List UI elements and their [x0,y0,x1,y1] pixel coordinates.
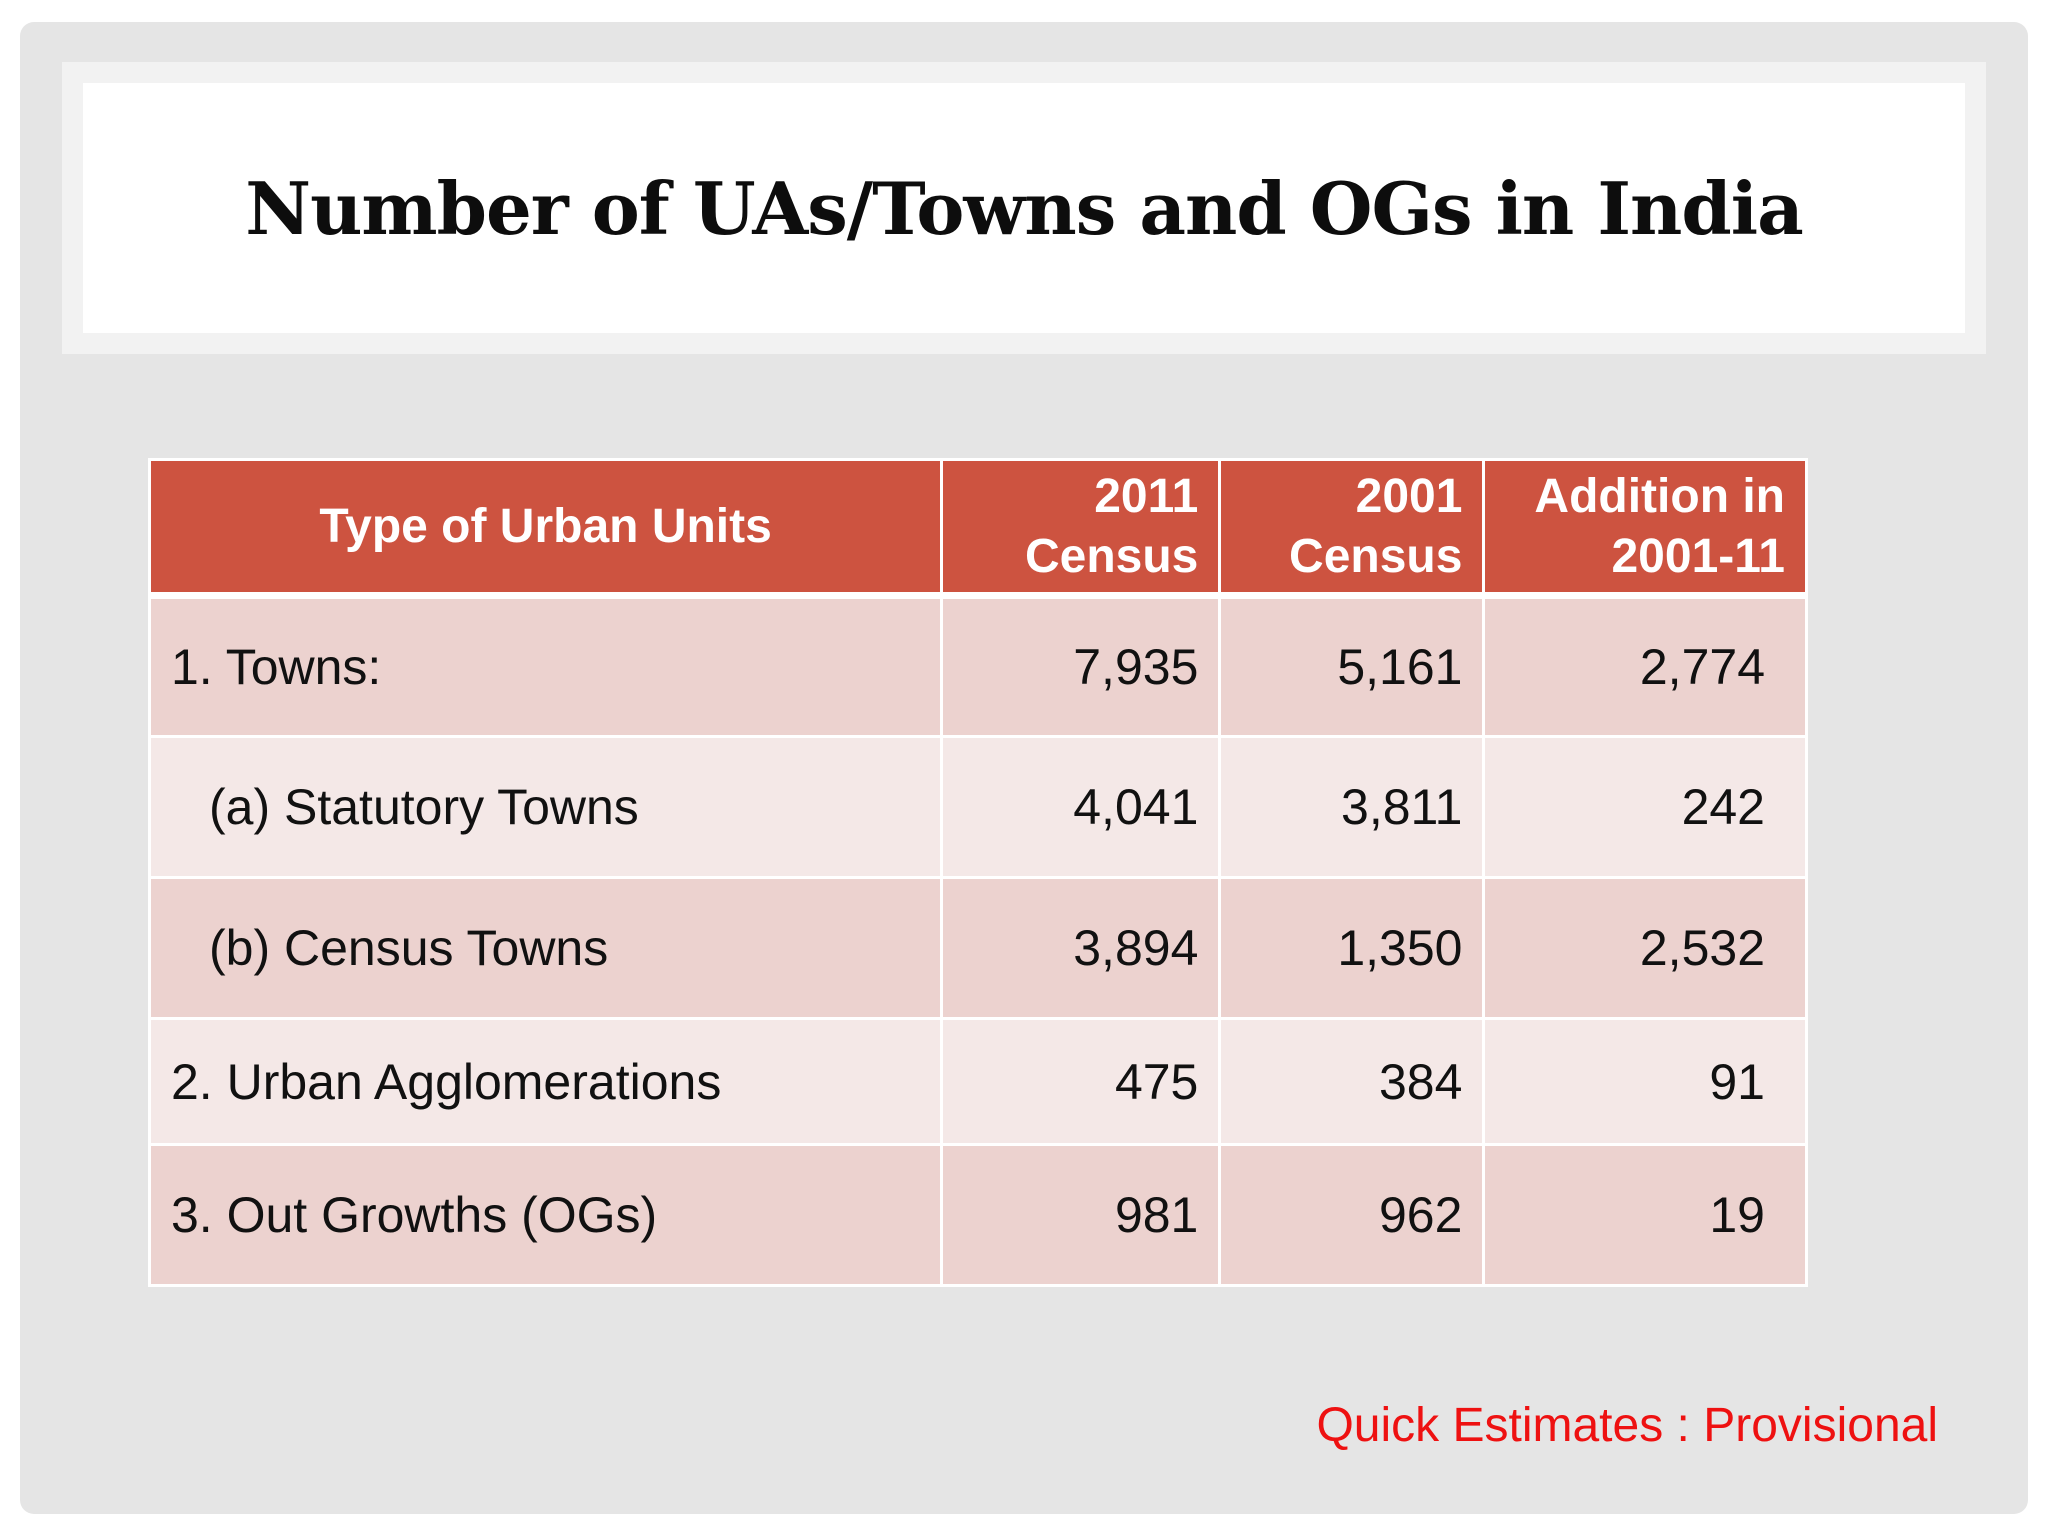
header-2011-census: 2011 Census [940,458,1222,599]
header-line-1: Addition in [1534,469,1785,523]
header-type-of-urban-units: Type of Urban Units [147,458,944,599]
table-header-row: Type of Urban Units 2011 Census 2001 Cen… [147,458,1808,599]
row-label: 3. Out Growths (OGs) [147,1143,944,1287]
census-2001-value: 1,350 [1218,876,1486,1020]
addition-value: 242 [1482,735,1808,879]
table-row: 2. Urban Agglomerations 475 384 91 [147,1017,1808,1146]
addition-value: 2,774 [1482,594,1808,738]
census-2001-value: 384 [1218,1017,1486,1146]
census-2001-value: 962 [1218,1143,1486,1287]
slide-title: Number of UAs/Towns and OGs in India [245,165,1803,251]
title-bar: Number of UAs/Towns and OGs in India [62,62,1986,354]
header-line-2: Census [1289,529,1463,583]
census-2011-value: 981 [940,1143,1222,1287]
header-addition: Addition in 2001-11 [1482,458,1808,599]
table-row: (b) Census Towns 3,894 1,350 2,532 [147,876,1808,1020]
addition-value: 91 [1482,1017,1808,1146]
row-label: (a) Statutory Towns [147,735,944,879]
census-2011-value: 7,935 [940,594,1222,738]
addition-value: 19 [1482,1143,1808,1287]
census-2011-value: 3,894 [940,876,1222,1020]
header-line-2: Census [1024,529,1199,583]
addition-value: 2,532 [1482,876,1808,1020]
header-line-1: 2011 [1094,469,1199,523]
row-label: 2. Urban Agglomerations [147,1017,944,1146]
urban-units-table: Type of Urban Units 2011 Census 2001 Cen… [147,458,1808,1287]
header-line-2: 2001-11 [1611,529,1785,583]
footnote-provisional: Quick Estimates : Provisional [1316,1399,1938,1452]
table-row: (a) Statutory Towns 4,041 3,811 242 [147,735,1808,879]
header-label: Type of Urban Units [319,499,772,553]
table-row: 3. Out Growths (OGs) 981 962 19 [147,1143,1808,1287]
header-2001-census: 2001 Census [1218,458,1486,599]
census-2001-value: 3,811 [1218,735,1486,879]
census-2011-value: 475 [940,1017,1222,1146]
table-row: 1. Towns: 7,935 5,161 2,774 [147,594,1808,738]
census-2011-value: 4,041 [940,735,1222,879]
row-label: 1. Towns: [147,594,944,738]
header-line-1: 2001 [1355,469,1463,523]
row-label: (b) Census Towns [147,876,944,1020]
census-2001-value: 5,161 [1218,594,1486,738]
title-panel: Number of UAs/Towns and OGs in India [83,83,1965,333]
